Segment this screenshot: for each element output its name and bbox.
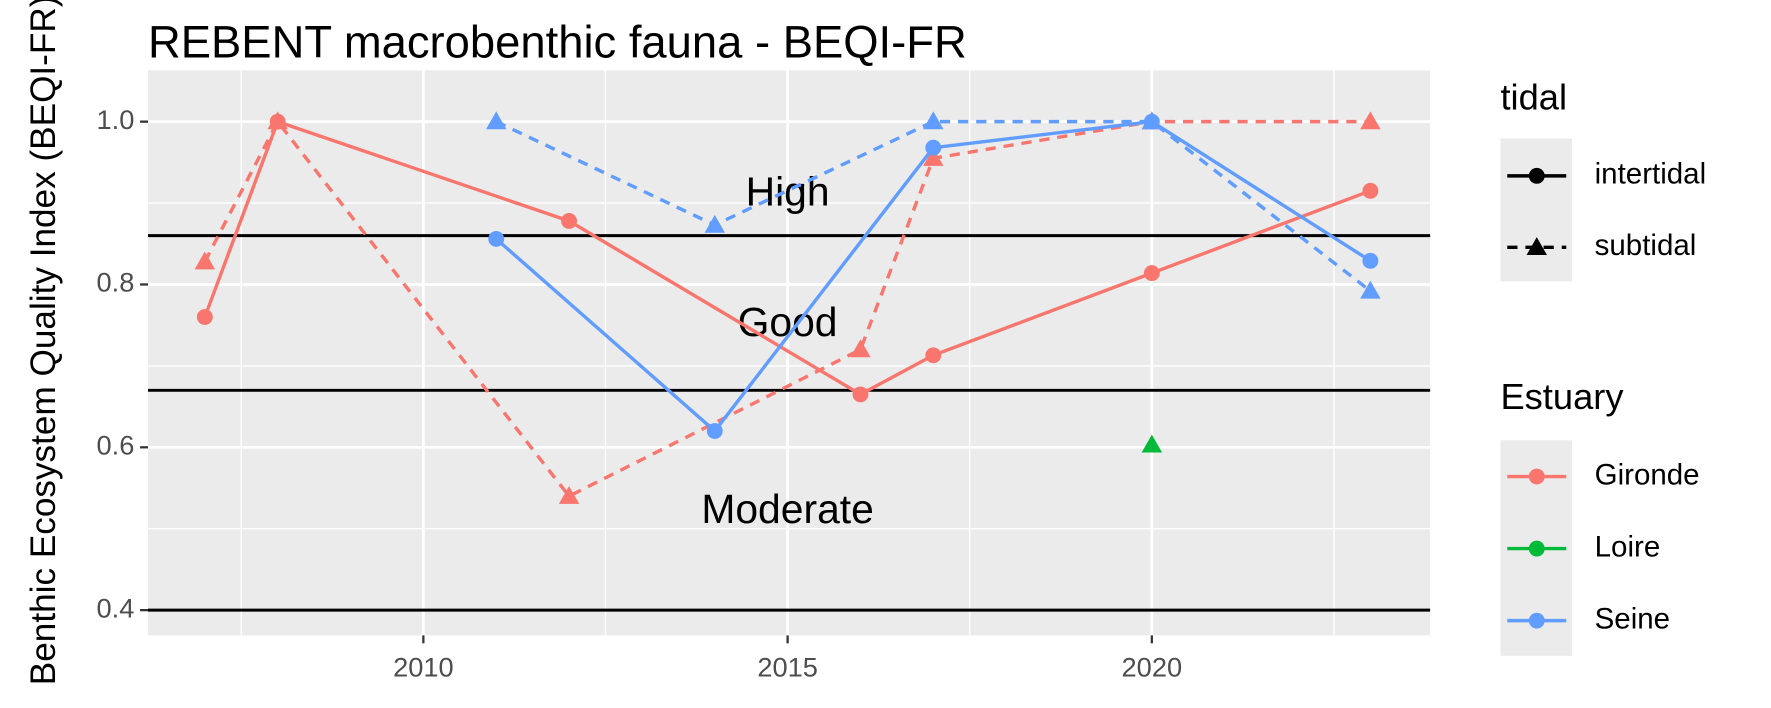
annotation: High <box>746 169 830 215</box>
point <box>923 111 944 130</box>
annotation: Moderate <box>701 486 873 532</box>
x-tick-label: 2015 <box>757 652 818 683</box>
legend-label: Gironde <box>1595 458 1700 491</box>
legend-key-marker <box>1528 468 1545 485</box>
y-tick-label: 1.0 <box>97 104 135 135</box>
legend-label: intertidal <box>1595 158 1707 191</box>
point <box>1141 111 1163 130</box>
point <box>485 111 507 130</box>
point <box>704 214 725 233</box>
chart-title: REBENT macrobenthic fauna - BEQI-FR <box>148 16 967 67</box>
point <box>561 213 578 229</box>
legend-key-bg <box>1500 138 1572 282</box>
point <box>925 139 942 156</box>
point <box>1362 252 1379 269</box>
point <box>1141 434 1163 453</box>
point <box>196 309 213 325</box>
legend-key-marker <box>1528 167 1545 184</box>
legend-title: Estuary <box>1500 376 1624 417</box>
x-tick-label: 2010 <box>393 652 454 683</box>
legend-key-marker <box>1528 612 1545 629</box>
legend-label: Seine <box>1595 602 1670 635</box>
point <box>488 230 505 247</box>
legend-label: Loire <box>1595 530 1661 563</box>
x-tick-label: 2020 <box>1122 652 1183 683</box>
y-tick-label: 0.4 <box>97 592 135 623</box>
point <box>706 423 723 439</box>
point <box>1143 265 1160 282</box>
legend-label: subtidal <box>1595 229 1697 262</box>
point <box>852 386 869 403</box>
legend-key-marker <box>1528 540 1545 557</box>
point <box>1362 182 1379 199</box>
legend-key-marker <box>1526 237 1547 256</box>
point <box>850 339 871 358</box>
point <box>267 111 288 130</box>
y-tick-label: 0.6 <box>97 429 135 460</box>
point <box>925 347 942 364</box>
y-tick-label: 0.8 <box>97 267 135 298</box>
point <box>1360 280 1381 299</box>
point <box>1360 111 1381 130</box>
y-axis-label: Benthic Ecosystem Quality Index (BEQI-FR… <box>24 0 63 685</box>
point <box>923 148 944 166</box>
legend-title: tidal <box>1500 76 1567 117</box>
point <box>194 251 216 270</box>
point <box>558 485 580 504</box>
